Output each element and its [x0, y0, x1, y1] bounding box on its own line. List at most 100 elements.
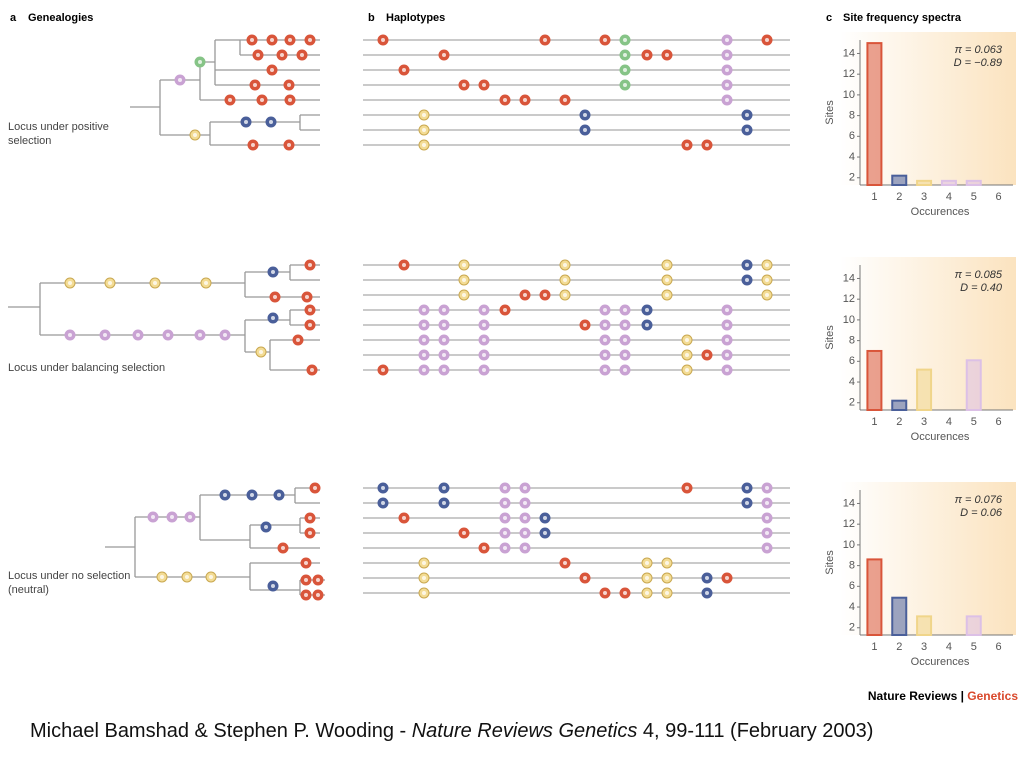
mutation-marker-center: [563, 263, 567, 267]
mutation-marker-center: [308, 38, 312, 42]
mutation-marker-center: [665, 53, 669, 57]
mutation-marker-center: [402, 263, 406, 267]
mutation-marker-center: [563, 98, 567, 102]
mutation-marker-center: [705, 576, 709, 580]
mutation-marker-center: [462, 278, 466, 282]
mutation-marker-center: [725, 68, 729, 72]
mutation-marker-center: [300, 53, 304, 57]
bar: [866, 42, 883, 186]
mutation-marker-center: [623, 83, 627, 87]
x-tick-label: 6: [996, 191, 1002, 203]
mutation-marker-center: [623, 368, 627, 372]
y-tick-label: 4: [849, 376, 855, 388]
mutation-marker-center: [725, 323, 729, 327]
mutation-marker-center: [725, 368, 729, 372]
x-tick-label: 2: [896, 641, 902, 653]
y-tick-label: 8: [849, 560, 855, 572]
mutation-marker-center: [765, 486, 769, 490]
bar: [866, 558, 883, 637]
y-tick-label: 10: [843, 539, 855, 551]
mutation-marker-center: [442, 308, 446, 312]
mutation-marker-center: [685, 353, 689, 357]
mutation-marker-center: [623, 38, 627, 42]
mutation-marker-center: [422, 113, 426, 117]
caption: Michael Bamshad & Stephen P. Wooding - N…: [30, 720, 873, 743]
mutation-marker-center: [563, 293, 567, 297]
y-tick-label: 10: [843, 314, 855, 326]
x-tick-label: 3: [921, 416, 927, 428]
mutation-marker-center: [503, 308, 507, 312]
y-tick-label: 2: [849, 397, 855, 409]
mutation-marker-center: [166, 333, 170, 337]
annotation: π = 0.076: [955, 494, 1003, 506]
y-tick-label: 6: [849, 130, 855, 142]
mutation-marker-center: [645, 576, 649, 580]
mutation-marker-center: [765, 516, 769, 520]
y-tick-label: 14: [843, 47, 855, 59]
x-axis-label: Occurences: [911, 656, 970, 668]
x-axis-label: Occurences: [911, 431, 970, 443]
mutation-marker-center: [271, 584, 275, 588]
bar: [916, 615, 933, 636]
mutation-marker-center: [136, 333, 140, 337]
mutation-marker-center: [244, 120, 248, 124]
mutation-marker-center: [269, 120, 273, 124]
x-tick-label: 6: [996, 641, 1002, 653]
mutation-marker-center: [543, 516, 547, 520]
mutation-marker-center: [204, 281, 208, 285]
mutation-marker-center: [563, 278, 567, 282]
mutation-marker-center: [313, 486, 317, 490]
x-tick-label: 5: [971, 416, 977, 428]
x-tick-label: 3: [921, 191, 927, 203]
mutation-marker-center: [482, 308, 486, 312]
bar: [891, 399, 908, 411]
x-tick-label: 5: [971, 641, 977, 653]
mutation-marker-center: [316, 593, 320, 597]
mutation-marker-center: [523, 501, 527, 505]
mutation-marker-center: [422, 143, 426, 147]
mutation-marker-center: [198, 333, 202, 337]
mutation-marker-center: [482, 83, 486, 87]
mutation-marker-center: [442, 501, 446, 505]
mutation-marker-center: [482, 546, 486, 550]
mutation-marker-center: [745, 113, 749, 117]
mutation-marker-center: [422, 576, 426, 580]
panel-title: Genealogies: [28, 12, 93, 24]
mutation-marker-center: [725, 38, 729, 42]
mutation-marker-center: [685, 368, 689, 372]
mutation-marker-center: [482, 338, 486, 342]
mutation-marker-center: [402, 68, 406, 72]
mutation-marker-center: [563, 561, 567, 565]
mutation-marker-center: [108, 281, 112, 285]
mutation-marker-center: [151, 515, 155, 519]
mutation-marker-center: [623, 53, 627, 57]
mutation-marker-center: [765, 278, 769, 282]
mutation-marker-center: [310, 368, 314, 372]
caption-journal: Nature Reviews Genetics: [411, 720, 638, 742]
mutation-marker-center: [288, 98, 292, 102]
y-tick-label: 4: [849, 151, 855, 163]
mutation-marker-center: [765, 263, 769, 267]
panel-letter: b: [368, 12, 375, 24]
mutation-marker-center: [583, 128, 587, 132]
bar: [891, 596, 908, 637]
y-tick-label: 6: [849, 580, 855, 592]
mutation-marker-center: [170, 515, 174, 519]
mutation-marker-center: [523, 546, 527, 550]
y-axis-label: Sites: [824, 100, 836, 125]
mutation-marker-center: [603, 308, 607, 312]
caption-citation: 4, 99-111 (February 2003): [637, 720, 874, 742]
mutation-marker-center: [188, 515, 192, 519]
mutation-marker-center: [623, 353, 627, 357]
x-tick-label: 6: [996, 416, 1002, 428]
mutation-marker-center: [603, 323, 607, 327]
mutation-marker-center: [583, 576, 587, 580]
mutation-marker-center: [603, 38, 607, 42]
mutation-marker-center: [422, 368, 426, 372]
x-tick-label: 4: [946, 416, 952, 428]
mutation-marker-center: [543, 293, 547, 297]
mutation-marker-center: [603, 368, 607, 372]
y-tick-label: 14: [843, 272, 855, 284]
mutation-marker-center: [503, 516, 507, 520]
mutation-marker-center: [251, 143, 255, 147]
